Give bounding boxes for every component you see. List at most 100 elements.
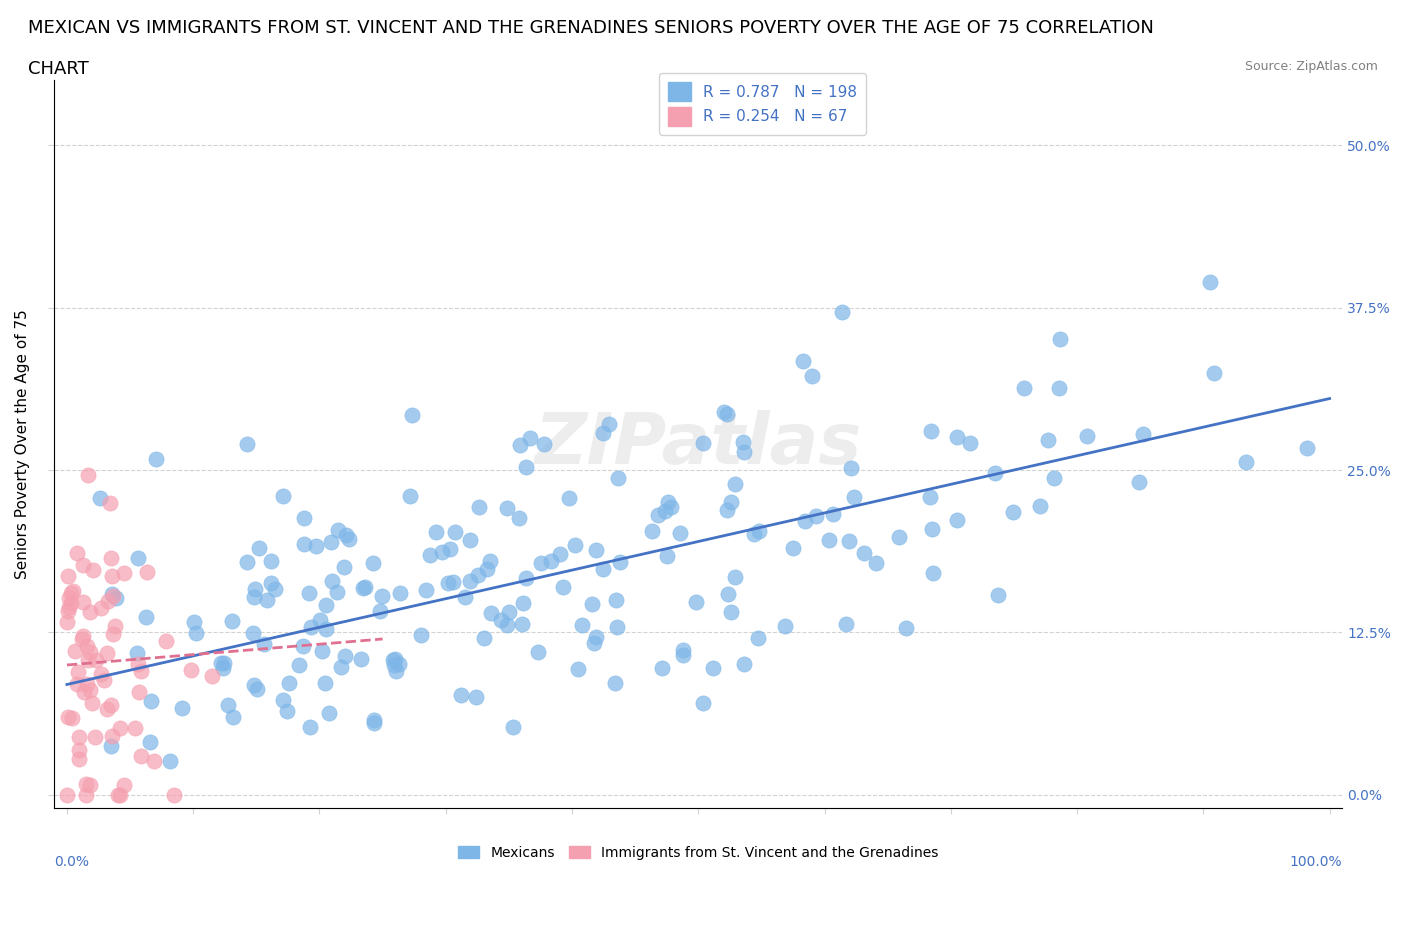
Point — [82, 696, 104, 711]
Point — [305, 538, 328, 553]
Point — [260, 576, 283, 591]
Point — [498, 604, 520, 619]
Point — [1001, 504, 1024, 519]
Point — [1036, 432, 1059, 447]
Point — [96, 645, 118, 660]
Point — [672, 647, 695, 662]
Point — [598, 417, 620, 432]
Point — [720, 495, 742, 510]
Point — [583, 636, 606, 651]
Point — [76, 652, 98, 667]
Point — [1204, 365, 1226, 380]
Point — [79, 645, 101, 660]
Point — [298, 585, 321, 600]
Point — [896, 620, 918, 635]
Point — [62, 583, 84, 598]
Text: 100.0%: 100.0% — [1289, 856, 1343, 870]
Point — [321, 574, 343, 589]
Point — [260, 554, 283, 569]
Point — [143, 754, 166, 769]
Point — [920, 489, 942, 504]
Point — [67, 730, 90, 745]
Point — [984, 465, 1007, 480]
Point — [101, 589, 124, 604]
Point — [821, 506, 844, 521]
Point — [571, 618, 593, 632]
Point — [651, 660, 673, 675]
Point — [800, 368, 823, 383]
Point — [212, 656, 235, 671]
Point — [112, 565, 135, 580]
Point — [1234, 455, 1257, 470]
Point — [361, 555, 384, 570]
Point — [510, 617, 533, 631]
Point — [713, 405, 735, 420]
Point — [398, 488, 420, 503]
Point — [253, 637, 276, 652]
Point — [458, 533, 481, 548]
Point — [515, 571, 537, 586]
Point — [318, 705, 340, 720]
Point — [67, 751, 90, 766]
Point — [1199, 274, 1222, 289]
Point — [56, 788, 79, 803]
Point — [243, 589, 266, 604]
Point — [606, 619, 628, 634]
Point — [605, 593, 627, 608]
Point — [217, 698, 239, 712]
Point — [125, 645, 148, 660]
Point — [441, 575, 464, 590]
Point — [329, 659, 352, 674]
Point — [326, 585, 349, 600]
Point — [388, 657, 411, 671]
Point — [724, 476, 747, 491]
Point — [654, 503, 676, 518]
Point — [515, 459, 537, 474]
Point — [550, 547, 572, 562]
Text: CHART: CHART — [28, 60, 89, 78]
Point — [127, 551, 149, 566]
Point — [58, 600, 80, 615]
Point — [415, 582, 437, 597]
Point — [65, 546, 87, 561]
Point — [141, 694, 163, 709]
Y-axis label: Seniors Poverty Over the Age of 75: Seniors Poverty Over the Age of 75 — [15, 309, 30, 578]
Point — [332, 560, 354, 575]
Point — [1043, 470, 1066, 485]
Point — [58, 604, 80, 618]
Point — [831, 304, 853, 319]
Point — [685, 594, 707, 609]
Point — [337, 531, 360, 546]
Point — [1128, 474, 1150, 489]
Point — [136, 565, 159, 579]
Point — [464, 689, 486, 704]
Point — [292, 511, 315, 525]
Point — [292, 537, 315, 551]
Point — [436, 576, 458, 591]
Text: ZIPatlas: ZIPatlas — [534, 409, 862, 479]
Point — [243, 678, 266, 693]
Point — [243, 581, 266, 596]
Point — [107, 788, 129, 803]
Point — [363, 715, 385, 730]
Point — [388, 585, 411, 600]
Point — [59, 596, 82, 611]
Point — [292, 638, 315, 653]
Point — [76, 676, 98, 691]
Point — [519, 431, 541, 445]
Point — [256, 592, 278, 607]
Point — [72, 594, 94, 609]
Point — [489, 613, 512, 628]
Point — [946, 430, 969, 445]
Point — [298, 720, 321, 735]
Point — [89, 490, 111, 505]
Point — [328, 523, 350, 538]
Point — [669, 525, 692, 540]
Point — [425, 525, 447, 539]
Point — [77, 468, 100, 483]
Point — [350, 652, 373, 667]
Point — [382, 653, 405, 668]
Point — [221, 614, 243, 629]
Point — [717, 586, 740, 601]
Point — [371, 588, 394, 603]
